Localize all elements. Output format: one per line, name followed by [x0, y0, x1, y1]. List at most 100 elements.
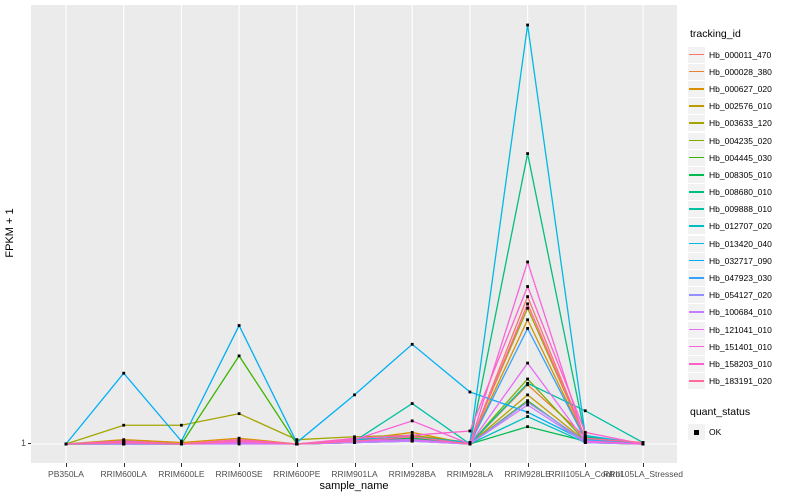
x-axis-title: sample_name — [319, 480, 389, 492]
data-point — [526, 285, 529, 288]
legend-key — [688, 63, 705, 80]
data-point — [526, 377, 529, 381]
quant-status-legend: quant_status OK — [688, 406, 800, 441]
data-point — [526, 393, 529, 397]
quant-legend-item: OK — [688, 424, 800, 441]
data-point — [583, 439, 587, 443]
chart-canvas — [31, 5, 677, 463]
data-point — [526, 415, 529, 418]
x-tick-mark — [585, 463, 587, 467]
legend-item-Hb_004445_030: Hb_004445_030 — [688, 149, 800, 166]
legend-key — [688, 270, 705, 287]
legend-item-Hb_121041_010: Hb_121041_010 — [688, 321, 800, 338]
line-swatch-icon — [689, 311, 704, 313]
data-point — [468, 442, 472, 446]
legend-label: Hb_008305_010 — [709, 169, 772, 180]
x-tick-mark — [643, 463, 644, 467]
data-point — [410, 431, 414, 434]
quant-legend-label: OK — [709, 427, 722, 438]
x-tick-label-RRIM600LE: RRIM600LE — [158, 469, 205, 479]
legend-label: Hb_008680_010 — [709, 187, 772, 198]
data-point — [526, 327, 529, 330]
line-swatch-icon — [689, 191, 704, 193]
data-point — [526, 400, 529, 404]
data-point — [641, 441, 645, 444]
line-swatch-icon — [689, 362, 704, 365]
line-swatch-icon — [689, 277, 704, 279]
legend-label: Hb_012707_020 — [709, 221, 772, 232]
x-tick-label-RRIM600LA: RRIM600LA — [100, 469, 147, 479]
data-point — [237, 441, 241, 444]
legend-key — [688, 304, 705, 321]
legend-key — [688, 46, 705, 63]
data-point — [526, 399, 529, 403]
legend-key — [688, 201, 705, 218]
legend-label: Hb_000011_470 — [709, 49, 772, 60]
y-axis-title: FPKM + 1 — [4, 208, 16, 258]
legend-label: Hb_000028_380 — [709, 66, 772, 77]
line-swatch-icon — [689, 380, 704, 382]
legend-item-Hb_000028_380: Hb_000028_380 — [688, 63, 800, 80]
legend-item-Hb_004235_020: Hb_004235_020 — [688, 132, 800, 149]
data-point — [583, 438, 587, 442]
legend-key — [688, 338, 705, 355]
data-point — [410, 439, 414, 443]
data-point — [122, 439, 126, 443]
x-tick-mark — [66, 463, 67, 467]
data-point — [237, 412, 241, 416]
data-point — [180, 439, 183, 443]
x-tick-label-RRIM600PE: RRIM600PE — [273, 469, 321, 479]
data-point — [526, 381, 529, 385]
legend-item-Hb_012707_020: Hb_012707_020 — [688, 218, 800, 235]
ok-point-icon — [694, 430, 699, 435]
legend-items: Hb_000011_470 Hb_000028_380 Hb_000627_020 H… — [688, 46, 800, 390]
line-swatch-icon — [689, 70, 704, 73]
data-point — [122, 371, 126, 375]
legend-key — [688, 218, 705, 235]
data-point — [122, 442, 126, 446]
data-point — [180, 423, 183, 427]
data-point — [526, 361, 529, 365]
data-point — [468, 441, 472, 444]
data-point — [526, 306, 529, 310]
line-swatch-icon — [689, 225, 704, 228]
data-point — [410, 436, 414, 440]
data-point — [410, 402, 414, 405]
data-point — [353, 393, 356, 397]
line-swatch-icon — [689, 53, 704, 56]
legend-item-Hb_158203_010: Hb_158203_010 — [688, 355, 800, 372]
x-tick-mark — [296, 463, 298, 467]
legend-item-Hb_003633_120: Hb_003633_120 — [688, 115, 800, 132]
legend-item-Hb_002576_010: Hb_002576_010 — [688, 98, 800, 115]
legend-label: Hb_032717_090 — [709, 255, 772, 266]
legend-item-Hb_009888_010: Hb_009888_010 — [688, 201, 800, 218]
x-tick-label-RRIM928LE: RRIM928LE — [504, 469, 551, 479]
data-point — [295, 438, 299, 442]
line-swatch-icon — [689, 139, 704, 142]
legend-title-quant-status: quant_status — [690, 405, 751, 418]
data-point — [237, 438, 241, 442]
legend-label: Hb_121041_010 — [709, 324, 772, 335]
legend-key — [688, 166, 705, 183]
legend-item-Hb_100684_010: Hb_100684_010 — [688, 304, 800, 321]
line-swatch-icon — [689, 345, 704, 348]
legend-label: Hb_000627_020 — [709, 83, 772, 94]
data-point — [526, 302, 529, 306]
x-tick-label-RRIM901LA: RRIM901LA — [331, 469, 378, 479]
data-point — [353, 436, 356, 440]
data-point — [583, 409, 587, 413]
data-point — [237, 439, 241, 443]
line-swatch-icon — [689, 208, 704, 210]
legend-key — [688, 252, 705, 269]
data-point — [526, 152, 529, 155]
data-point — [410, 433, 414, 437]
legend-item-Hb_013420_040: Hb_013420_040 — [688, 235, 800, 252]
line-swatch-icon — [689, 242, 704, 245]
data-point — [180, 441, 183, 444]
data-point — [122, 423, 126, 427]
legend-key — [688, 287, 705, 304]
data-point — [122, 441, 126, 444]
x-tick-mark — [181, 463, 183, 467]
x-tick-label-PB350LA: PB350LA — [48, 469, 84, 479]
